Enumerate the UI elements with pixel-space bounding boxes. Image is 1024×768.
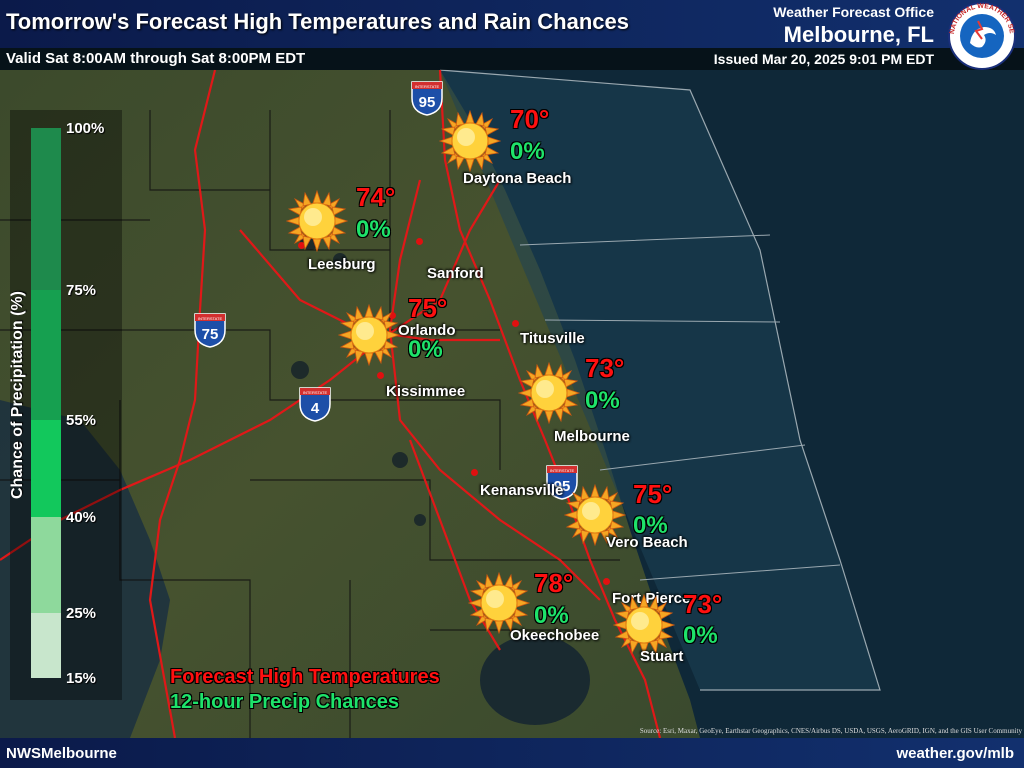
- city-marker: [377, 372, 384, 379]
- nws-logo: NATIONAL WEATHER SERVICE: [942, 1, 1016, 70]
- high-temp: 75°: [633, 479, 673, 509]
- shield-header: INTERSTATE: [303, 390, 328, 395]
- precip-chance: 0%: [510, 138, 545, 165]
- footer-social: NWSMelbourne: [6, 745, 117, 762]
- city-label: Daytona Beach: [463, 170, 572, 187]
- sun-icon: [564, 484, 626, 546]
- legend-swatch: [31, 420, 61, 517]
- precip-chance: 0%: [408, 336, 443, 363]
- office-label: Weather Forecast Office: [773, 4, 934, 20]
- city-label: Leesburg: [308, 256, 376, 273]
- city-marker: [416, 238, 423, 245]
- interstate-shield: INTERSTATE 95: [411, 81, 443, 116]
- issued-time: Issued Mar 20, 2025 9:01 PM EDT: [713, 51, 934, 67]
- interstate-shield: INTERSTATE 95: [546, 465, 578, 500]
- page-title: Tomorrow's Forecast High Temperatures an…: [6, 9, 630, 34]
- interstate-shield: INTERSTATE 75: [194, 313, 226, 348]
- legend-swatch: [31, 290, 61, 420]
- sun-icon: [286, 190, 348, 252]
- subheader-bar: [0, 48, 1024, 70]
- legend-swatch: [31, 128, 61, 290]
- precip-chance: 0%: [356, 216, 391, 243]
- map-source-credit: Source: Esri, Maxar, GeoEye, Earthstar G…: [639, 727, 1022, 735]
- city-label-sanford: Sanford: [427, 265, 484, 282]
- high-temp: 73°: [683, 589, 723, 619]
- sun-icon: [439, 110, 501, 172]
- high-temp: 73°: [585, 353, 625, 383]
- city-marker: [603, 578, 610, 585]
- city-marker: [298, 242, 305, 249]
- legend-label: 15%: [66, 670, 97, 687]
- legend-title: Chance of Precipitation (%): [9, 290, 26, 500]
- city-label-kissimmee: Kissimmee: [386, 383, 466, 400]
- valid-period: Valid Sat 8:00AM through Sat 8:00PM EDT: [6, 50, 306, 67]
- legend-label: 40%: [66, 509, 97, 526]
- city-label: Vero Beach: [606, 534, 688, 551]
- precip-chance: 0%: [585, 387, 620, 414]
- city-marker: [471, 469, 478, 476]
- sun-icon: [518, 362, 580, 424]
- city-label: Melbourne: [554, 428, 630, 445]
- office-name: Melbourne, FL: [783, 22, 934, 47]
- shield-number: 95: [554, 478, 571, 495]
- legend-panel: [10, 110, 122, 700]
- city-label: Okeechobee: [510, 627, 600, 644]
- interstate-shield: INTERSTATE 4: [299, 387, 331, 422]
- precip-chance: 0%: [534, 602, 569, 629]
- high-temp: 75°: [408, 293, 448, 323]
- precip-chance: 0%: [683, 622, 718, 649]
- shield-number: 75: [202, 326, 219, 343]
- footer-bar: [0, 738, 1024, 768]
- shield-header: INTERSTATE: [415, 84, 440, 89]
- sun-icon: [468, 572, 530, 634]
- city-label: Orlando: [398, 322, 456, 339]
- shield-header: INTERSTATE: [198, 316, 223, 321]
- legend-label: 100%: [66, 120, 105, 137]
- city-marker: [389, 312, 396, 319]
- legend-label: 75%: [66, 282, 97, 299]
- legend-label: 55%: [66, 412, 97, 429]
- shield-number: 4: [311, 400, 320, 417]
- legend-swatch: [31, 517, 61, 613]
- city-label-titusville: Titusville: [520, 330, 585, 347]
- sun-icon: [613, 594, 675, 656]
- footer-website: weather.gov/mlb: [896, 745, 1014, 762]
- sun-icon: [338, 304, 400, 366]
- header-bar: [0, 0, 1024, 48]
- legend-label: 25%: [66, 605, 97, 622]
- high-temp: 70°: [510, 104, 550, 134]
- legend-swatch: [31, 613, 61, 678]
- city-label: Stuart: [640, 648, 684, 665]
- city-marker: [512, 320, 519, 327]
- precip-legend: 12-hour Precip Chances: [170, 691, 399, 713]
- shield-number: 95: [419, 94, 436, 111]
- city-label-kenansville: Kenansville: [480, 482, 564, 499]
- precip-chance: 0%: [633, 512, 668, 539]
- high-temp: 78°: [534, 568, 574, 598]
- high-temp: 74°: [356, 182, 396, 212]
- shield-header: INTERSTATE: [550, 468, 575, 473]
- forecast-temp-legend: Forecast High Temperatures: [170, 666, 440, 688]
